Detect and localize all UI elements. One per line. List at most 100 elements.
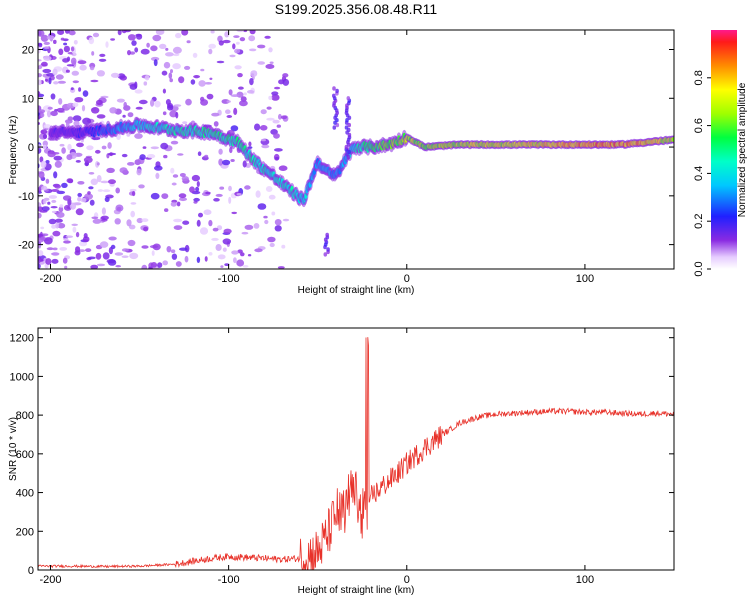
spectrogram-noise-cell — [126, 219, 132, 227]
spectrogram-streak-cell — [326, 247, 330, 252]
spectrogram-noise-cell — [138, 99, 148, 105]
spectrogram-noise-cell — [110, 38, 115, 41]
spectrogram-noise-cell — [269, 242, 275, 248]
spectrogram-noise-cell — [135, 106, 143, 110]
spectrogram-noise-cell — [160, 142, 169, 150]
spectrogram-noise-cell — [41, 206, 50, 212]
spectrogram-streak-cell — [325, 232, 330, 238]
spectrogram-noise-cell — [197, 151, 202, 156]
spectrogram-noise-cell — [220, 265, 224, 268]
spectrogram-y-tick-label: 0 — [28, 142, 34, 154]
spectrogram-noise-cell — [74, 250, 81, 256]
spectrogram-x-ticks: -200 -100 0 100 — [39, 30, 594, 285]
spectrogram-noise-cell — [92, 218, 102, 224]
spectrogram-noise-cell — [89, 199, 95, 206]
spectrogram-noise-cell — [50, 189, 60, 192]
spectrogram-noise-cell — [115, 204, 124, 212]
spectrogram-noise-cell — [131, 40, 137, 46]
spectrogram-noise-cell — [254, 248, 263, 253]
spectrogram-noise-cell — [191, 174, 200, 182]
spectrogram-noise-cell — [56, 190, 66, 195]
spectrogram-noise-cell — [101, 207, 106, 215]
spectrogram-noise-cell — [66, 154, 73, 161]
spectrogram-noise-cell — [173, 225, 183, 231]
spectrogram-noise-cell — [52, 247, 58, 251]
spectrogram-noise-cell — [76, 142, 84, 148]
spectrogram-noise-cell — [58, 98, 63, 105]
spectrogram-noise-cell — [200, 68, 205, 72]
spectrogram-noise-cell — [208, 252, 213, 256]
spectrogram-noise-cell — [70, 57, 77, 65]
spectrogram-noise-cell — [226, 100, 231, 103]
spectrogram-noise-cell — [268, 95, 273, 100]
snr-x-tick-label: 100 — [576, 574, 594, 586]
spectrogram-noise-cell — [241, 231, 249, 235]
colorbar-tick-label: 0.4 — [693, 166, 705, 181]
spectrogram-noise-cell — [65, 69, 70, 73]
spectrogram-noise-cell — [170, 201, 177, 207]
spectrogram-noise-cell — [109, 107, 117, 114]
spectrogram-streak-cell — [332, 93, 336, 99]
spectrogram-noise-cell — [51, 199, 57, 203]
spectrogram-noise-cell — [38, 30, 45, 37]
spectrogram-noise-cell — [138, 184, 145, 189]
spectrogram-y-tick-label: 20 — [22, 45, 34, 57]
spectrogram-noise-cell — [177, 153, 184, 156]
spectrogram-noise-cell — [89, 66, 95, 71]
spectrogram-noise-cell — [278, 165, 288, 171]
spectrogram-streak-cell — [346, 96, 351, 101]
spectrogram-noise-cell — [193, 75, 201, 79]
spectrogram-noise-cell — [162, 111, 167, 116]
snr-y-tick-label: 1200 — [10, 333, 34, 345]
snr-y-tick-label: 1000 — [10, 371, 34, 383]
spectrogram-noise-cell — [105, 41, 109, 48]
spectrogram-noise-cell — [219, 186, 225, 190]
spectrogram-noise-cell — [223, 228, 232, 234]
snr-plot-area — [38, 328, 674, 570]
spectrogram-noise-cell — [225, 109, 231, 114]
snr-y-tick-label: 600 — [16, 449, 34, 461]
spectrogram-streak-cell — [323, 252, 328, 257]
spectrogram-noise-cell — [59, 204, 64, 208]
spectrogram-noise-cell — [255, 190, 261, 198]
snr-frame — [37, 327, 675, 571]
spectrogram-noise-cell — [40, 226, 45, 230]
snr-x-tick-label: -100 — [218, 574, 240, 586]
spectrogram-noise-cell — [150, 262, 158, 268]
spectrogram-x-tick-label: 100 — [576, 273, 594, 285]
spectrogram-noise-cell — [267, 236, 276, 243]
spectrogram-noise-cell — [54, 184, 61, 189]
spectrogram-noise-cell — [41, 185, 48, 191]
spectrogram-noise-cell — [87, 256, 96, 260]
spectrogram-noise-cell — [38, 147, 42, 154]
spectrogram-noise-cell — [182, 220, 190, 225]
spectrogram-noise-cell — [274, 219, 282, 226]
spectrogram-frame — [37, 29, 675, 270]
spectrogram-noise-cell — [257, 44, 266, 49]
spectrogram-noise-cell — [124, 30, 131, 33]
spectrogram-noise-cell — [38, 202, 42, 207]
spectrogram-noise-cell — [222, 159, 231, 166]
spectrogram-noise-cell — [38, 263, 41, 269]
spectrogram-noise-cell — [107, 142, 112, 149]
spectrogram-noise-cell — [253, 223, 260, 229]
spectrogram-streak-cell — [347, 122, 352, 128]
spectrogram-noise-cell — [193, 197, 200, 202]
spectrogram-noise-cell — [96, 70, 105, 77]
spectrogram-noise-cell — [69, 202, 77, 210]
spectrogram-noise-cell — [282, 73, 289, 78]
spectrogram-noise-cell — [53, 81, 59, 85]
spectrogram-noise-cell — [205, 191, 211, 195]
snr-y-tick-label: 400 — [16, 488, 34, 500]
spectrogram-noise-cell — [170, 167, 175, 174]
spectrogram-noise-cell — [52, 68, 58, 76]
spectrogram-noise-cell — [264, 35, 271, 39]
spectrogram-noise-cell — [45, 178, 50, 184]
spectrogram-noise-cell — [196, 219, 201, 227]
spectrogram-noise-cell — [151, 250, 155, 256]
spectrogram-streak-cell — [347, 149, 352, 155]
spectrogram-noise-cell — [272, 119, 280, 124]
spectrogram-noise-cell — [38, 116, 41, 120]
spectrogram-noise-cell — [178, 193, 187, 199]
spectrogram-noise-cell — [40, 129, 48, 135]
